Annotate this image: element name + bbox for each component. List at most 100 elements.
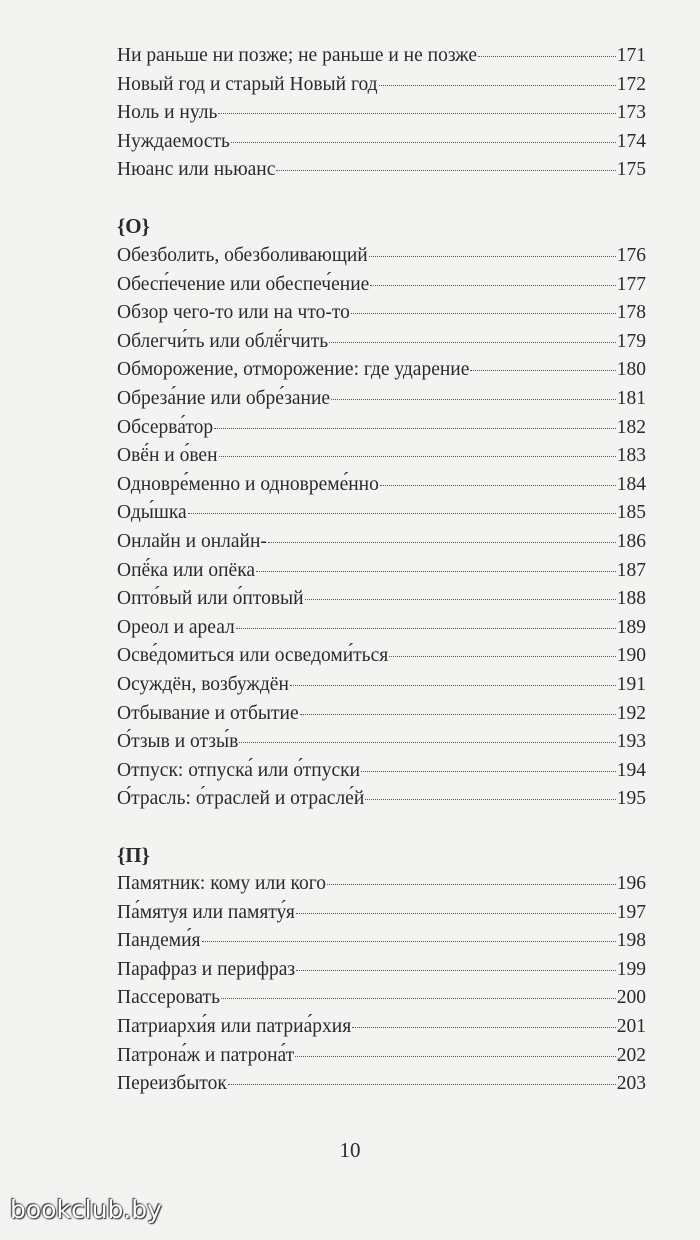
dot-leader: [218, 113, 616, 115]
toc-entry: Обреза́ние или обре́зание 181: [117, 385, 646, 414]
entry-title: Памятник: кому или кого: [117, 873, 327, 894]
entry-page: 189: [616, 616, 646, 638]
dot-leader: [365, 799, 616, 801]
toc-entry: Ни раньше ни позже; не раньше и не позже…: [117, 42, 646, 71]
entry-page: 174: [616, 130, 646, 152]
entry-title: О́трасль: о́траслей и отрасле́й: [117, 788, 365, 810]
entry-page: 181: [616, 387, 646, 409]
dot-leader: [327, 884, 616, 885]
dot-leader: [378, 84, 616, 86]
toc-entry: Облегчи́ть или облё́гчить 179: [117, 328, 646, 357]
toc-entry: Осве́домиться или осведоми́ться 190: [117, 642, 646, 671]
dot-leader: [370, 284, 616, 286]
toc-entry: Патриархи́я или патриа́рхия 201: [117, 1013, 646, 1042]
entry-page: 194: [616, 759, 646, 781]
entry-title: Одновре́менно и одновреме́нно: [117, 473, 379, 495]
toc-entry: Обесп́ечение или обеспеч́ение 177: [117, 271, 646, 300]
entry-page: 177: [616, 273, 646, 295]
dot-leader: [379, 484, 616, 486]
entry-page: 172: [616, 73, 646, 95]
entry-page: 198: [616, 930, 646, 952]
toc-entry: Ореол и ареал 189: [117, 614, 646, 643]
entry-title: Опто́вый или о́птовый: [117, 588, 304, 610]
entry-title: Ноль и нуль: [117, 102, 218, 124]
toc-entry: Нуждаемость 174: [117, 128, 646, 157]
dot-leader: [350, 313, 616, 315]
entry-title: Опё́ка или опёка: [117, 559, 256, 581]
dot-leader: [218, 456, 616, 458]
toc-entry: Отпуск: отпуска́ или о́тпуски 194: [117, 757, 646, 786]
toc-entry: Опто́вый или о́птовый 188: [117, 585, 646, 614]
toc-entry: Овё́н и о́вен 183: [117, 442, 646, 471]
entry-title: Овё́н и о́вен: [117, 445, 218, 467]
entry-page: 171: [616, 45, 646, 66]
entry-title: Новый год и старый Новый год: [117, 73, 378, 95]
entry-title: Обзор чего-то или на что-то: [117, 302, 350, 324]
entry-title: Обесп́ечение или обеспеч́ение: [117, 273, 370, 295]
entry-page: 182: [616, 416, 646, 438]
toc-entry: Парафраз и перифраз 199: [117, 956, 646, 985]
entry-page: 186: [616, 530, 646, 552]
entry-page: 196: [616, 873, 646, 894]
dot-leader: [187, 513, 616, 515]
entry-page: 187: [616, 559, 646, 581]
entry-page: 188: [616, 588, 646, 610]
entry-title: О́тзыв и отзы́в: [117, 731, 239, 753]
entry-title: Ореол и ареал: [117, 616, 235, 638]
toc-entry: Отбывание и отбытие 192: [117, 700, 646, 729]
entry-page: 180: [616, 359, 646, 381]
dot-leader: [295, 1055, 616, 1057]
entry-title: Осуждён, возбуждён: [117, 673, 289, 695]
entry-page: 183: [616, 445, 646, 467]
toc-entry: Новый год и старый Новый год 172: [117, 71, 646, 100]
dot-leader: [239, 742, 616, 744]
toc-entry: Одновре́менно и одновреме́нно 184: [117, 471, 646, 500]
dot-leader: [227, 1084, 616, 1086]
section-heading-p: {П}: [117, 843, 150, 867]
dot-leader: [276, 170, 616, 172]
toc-entry: Обморожение, отморожение: где ударение 18…: [117, 356, 646, 385]
dot-leader: [214, 427, 616, 429]
entry-title: Парафраз и перифраз: [117, 958, 296, 980]
dot-leader: [289, 684, 616, 686]
entry-title: Осве́домиться или осведоми́ться: [117, 645, 389, 667]
entry-title: Нуждаемость: [117, 130, 230, 152]
entry-page: 193: [616, 731, 646, 753]
dot-leader: [368, 256, 616, 257]
toc-entry: Ноль и нуль 173: [117, 99, 646, 128]
toc-entry: Памятник: кому или кого 196: [117, 870, 646, 899]
dot-leader: [329, 341, 616, 343]
entry-title: Патрона́ж и патрона́т: [117, 1044, 295, 1066]
section-heading-o: {О}: [117, 214, 150, 238]
entry-title: Отбывание и отбытие: [117, 702, 299, 724]
dot-leader: [389, 656, 616, 658]
dot-leader: [220, 998, 616, 1000]
entry-page: 202: [616, 1044, 646, 1066]
toc-group-p: Памятник: кому или кого 196 Па́мятуя или п…: [117, 870, 646, 1099]
toc-entry: Осуждён, возбуждён 191: [117, 671, 646, 700]
dot-leader: [304, 599, 616, 601]
entry-page: 201: [616, 1015, 646, 1037]
toc-entry: Обезболить, обезболивающий 176: [117, 242, 646, 271]
dot-leader: [256, 570, 616, 572]
entry-page: 190: [616, 645, 646, 667]
entry-page: 195: [616, 788, 646, 810]
entry-title: Онлайн и онлайн-: [117, 530, 267, 552]
toc-entry: Обзор чего-то или на что-то 178: [117, 299, 646, 328]
toc-entry: Нюанс или ньюанс 175: [117, 156, 646, 185]
dot-leader: [331, 398, 616, 400]
entry-title: Ни раньше ни позже; не раньше и не позже: [117, 45, 478, 66]
toc-entry: Патрона́ж и патрона́т 202: [117, 1042, 646, 1071]
entry-page: 175: [616, 159, 646, 181]
entry-title: Обморожение, отморожение: где ударение: [117, 359, 470, 381]
entry-title: Облегчи́ть или облё́гчить: [117, 330, 329, 352]
toc-group-o: Обезболить, обезболивающий 176 Обесп́ечени…: [117, 242, 646, 814]
entry-page: 191: [616, 673, 646, 695]
dot-leader: [361, 770, 616, 772]
entry-page: 199: [616, 958, 646, 980]
entry-title: Пассеровать: [117, 987, 220, 1009]
watermark-logo: bookclub.by: [10, 1195, 162, 1224]
entry-page: 184: [616, 473, 646, 495]
toc-group-n: Ни раньше ни позже; не раньше и не позже…: [117, 42, 646, 185]
toc-entry: Обсерва́тор 182: [117, 414, 646, 443]
